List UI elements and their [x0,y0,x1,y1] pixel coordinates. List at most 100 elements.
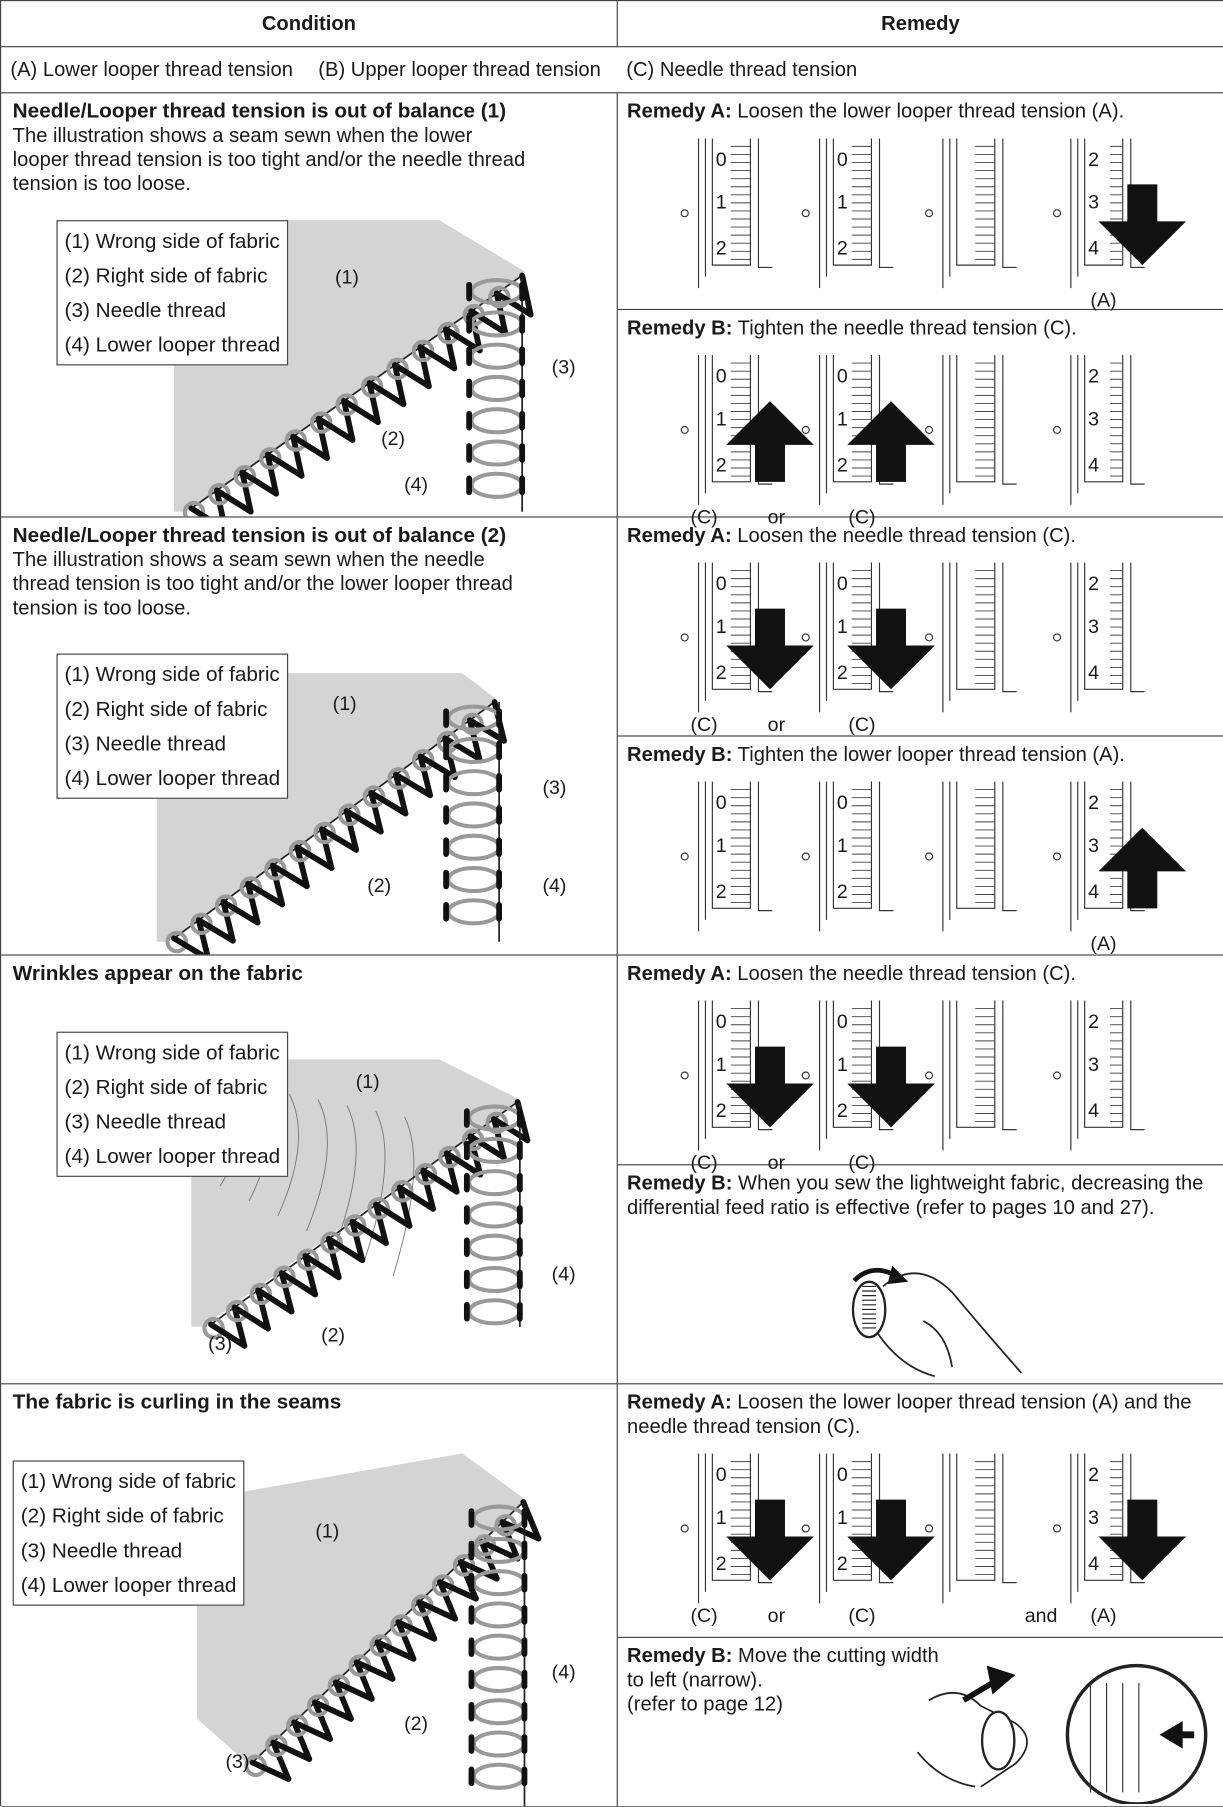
remedy-illustration [916,1663,1208,1804]
dial-marker [801,425,810,434]
stitch [255,1287,271,1332]
remedy-text: Remedy A: Loosen the needle thread tensi… [618,518,1223,554]
remedy-label: Remedy A: [627,961,732,985]
tension-arrow [847,1046,935,1128]
part-item: (4) Lower looper thread [64,766,281,790]
stitch [349,1218,389,1246]
looper-loop [386,357,409,381]
dial-marker [1052,1524,1062,1533]
dial-frame [1084,138,1124,266]
remedy-label: Remedy B: [627,1171,733,1195]
looper-loop [309,411,333,434]
dial-number: 0 [837,573,848,595]
dial-marker [801,209,810,218]
stitch [395,1619,417,1662]
stitch [332,1679,375,1702]
stitch [255,1287,295,1315]
stitch [264,451,280,497]
dial-number: 3 [1088,835,1099,857]
figure-label: (2) [381,428,405,450]
dial-number: 0 [716,573,727,595]
remedy-illustration: 0 1 2 0 1 2 2 3 4 (A) [680,138,1187,312]
dial-frame [757,562,773,693]
stitch [353,1659,396,1682]
dial-caption: (C) [690,1605,717,1627]
dial-frame [711,1453,751,1581]
dial-caption: (A) [1090,290,1116,312]
figure-label: (1) [356,1071,380,1093]
stitch [491,1116,531,1144]
figure-label: (1) [315,1521,339,1543]
stitch [315,415,356,443]
dial-frame [1130,1000,1145,1131]
seam-loop [467,1233,522,1261]
dial-frame [1002,1453,1017,1584]
stitch [171,935,207,955]
stitch [291,1719,333,1742]
figure-label: (1) [333,693,357,715]
condition-title: Needle/Looper thread tension is out of b… [12,523,507,547]
dial-caption: (C) [690,714,717,736]
fabric-edge [173,701,496,939]
dial-number: 0 [837,1011,848,1033]
dial-number: 1 [716,408,727,430]
dial-number: 0 [716,366,727,388]
dial-frame [878,138,894,268]
looper-loop [414,1162,438,1186]
remedy-instruction: Tighten the needle thread tension (C). [737,315,1077,339]
stitch [302,1253,319,1298]
dial-caption: (C) [848,714,875,736]
dial-frame [711,781,751,909]
dial-number: 1 [837,616,848,638]
parts-list: (1) Wrong side of fabric (2) Right side o… [56,653,289,799]
dial-number: 2 [837,1553,848,1575]
dial-frame [711,1000,751,1128]
remedy-label: Remedy A: [627,1390,732,1414]
arrow-head [986,1665,1016,1695]
stitch [392,362,407,408]
condition-cell: (1) (2) (3) (4) The fabric is curling in the… [1,1384,618,1807]
stitch [437,1579,459,1622]
dial-number: 0 [837,149,848,171]
remedy-illustration: 0 1 2 0 1 2 2 3 4 (C) or (C) and (A) [680,1453,1187,1627]
remedy-illustration: 0 1 2 0 1 2 2 3 4 (A) [680,781,1187,955]
stitch [302,1253,342,1281]
dial-number: 4 [1088,238,1099,260]
dial-marker [801,1071,810,1080]
dial-marker [925,852,934,861]
looper-loop [182,500,206,517]
stitch [312,1699,333,1742]
seam-loop [471,1633,527,1661]
figure-label: (3) [552,356,576,378]
remedy-label: Remedy A: [627,523,732,547]
remedy-cell: Remedy A: Loosen the lower looper thread… [617,93,1223,312]
looper-loop [485,1111,508,1135]
dial-marker [801,633,810,642]
stitch [493,290,534,318]
remedy-text: Remedy A: Loosen the lower looper thread… [618,1384,1223,1444]
dial-number: 2 [716,881,727,903]
looper-loop [288,839,312,863]
remedy-text: Remedy B: Tighten the lower looper threa… [618,737,1223,773]
dial-frame [878,355,894,485]
looper-loop [320,1231,343,1254]
part-item: (4) Lower looper thread [20,1573,237,1597]
dial-caption: or [768,506,786,528]
figure-label: (2) [404,1713,428,1735]
stitch [368,789,409,817]
remedy-text: Remedy A: Loosen the lower looper thread… [618,93,1223,129]
figure-label: (3) [208,1333,232,1355]
stitch [231,1304,248,1349]
dial-frame [757,138,773,268]
looper-loop [296,1248,320,1271]
stitch [269,862,310,890]
parts-list: (1) Wrong side of fabric (2) Right side o… [12,1460,245,1606]
stitch [269,862,286,908]
seam-illustration: (1) (2) (3) (4) [197,1453,576,1807]
remedy-instruction: Move the cutting width to left (narrow). [627,1643,939,1691]
looper-loop [202,1316,225,1340]
stitch [443,1150,460,1195]
looper-loop [284,429,308,452]
dial-number: 1 [716,1054,727,1076]
dial-caption: (C) [690,506,717,528]
